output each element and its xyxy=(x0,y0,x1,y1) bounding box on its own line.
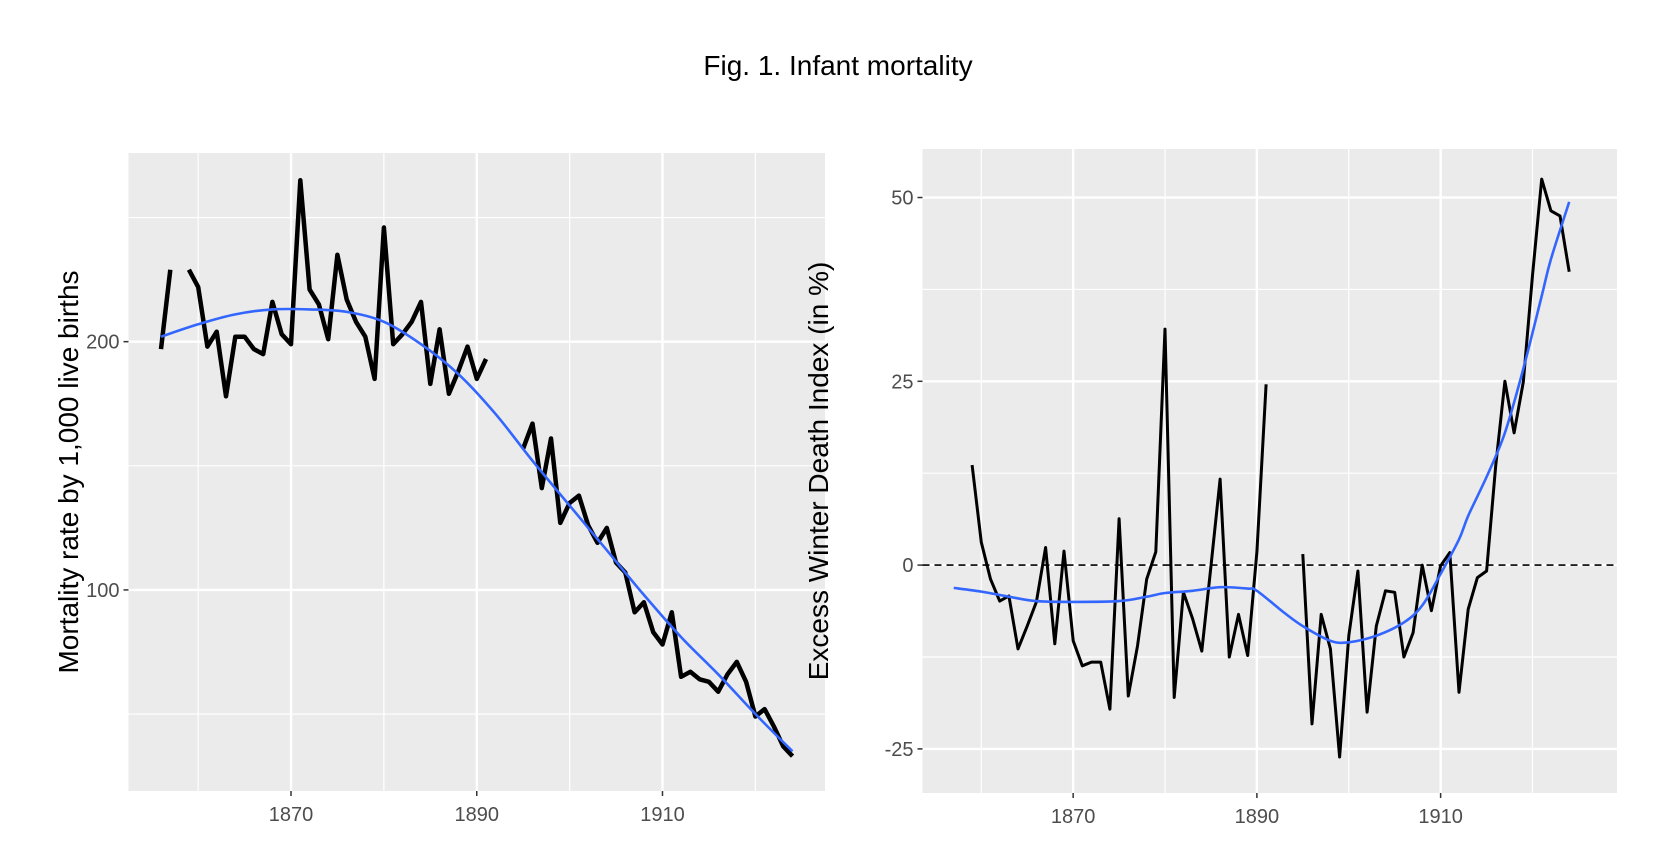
y-axis-title: Mortality rate by 1,000 live births xyxy=(53,270,84,673)
left-smoothed-trend-line xyxy=(160,307,794,753)
left-series-line-segment-3 xyxy=(521,421,795,758)
left-series-line-segment-2 xyxy=(186,178,489,399)
right-smoothed-trend-line xyxy=(953,201,1571,645)
x-tick-label: 1890 xyxy=(1235,806,1280,828)
panel-excess-winter-death: -25 0 25 50 1870 1890 1910 Excess Winter Death … xyxy=(803,149,1617,828)
y-tick-label: -25 xyxy=(885,739,914,761)
x-tick-label: 1890 xyxy=(455,804,500,826)
y-tick-label: 50 xyxy=(891,188,913,210)
x-tick-label: 1910 xyxy=(640,804,685,826)
right-series-line-segment-1 xyxy=(970,327,1268,711)
y-axis-title: Excess Winter Death Index (in %) xyxy=(803,262,834,681)
y-tick-label: 0 xyxy=(902,555,913,577)
x-tick-label: 1870 xyxy=(269,804,314,826)
plot-background xyxy=(922,149,1617,793)
y-tick-label: 25 xyxy=(891,371,913,393)
panel-infant-mortality: 100 200 1870 1890 1910 Mortality rate by 1,00… xyxy=(53,153,825,826)
y-tick-label: 100 xyxy=(86,580,119,602)
x-tick-label: 1870 xyxy=(1051,806,1096,828)
x-tick-label: 1910 xyxy=(1418,806,1463,828)
y-tick-label: 200 xyxy=(86,332,119,354)
figure-title: Fig. 1. Infant mortality xyxy=(703,50,973,81)
